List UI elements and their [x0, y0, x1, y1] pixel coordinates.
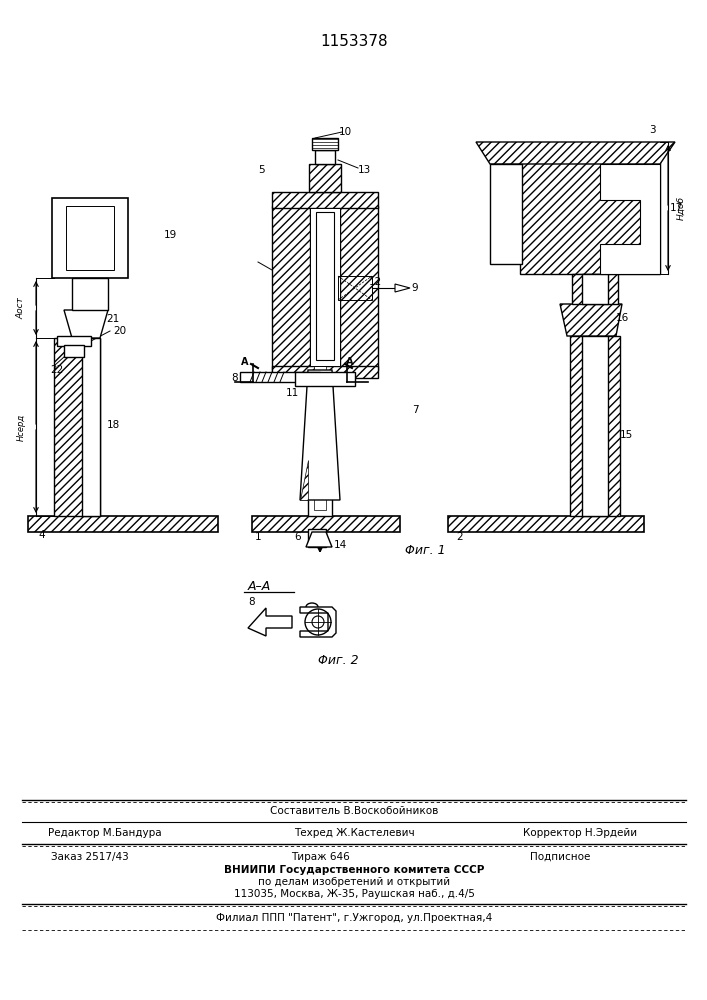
Text: 19: 19	[163, 230, 177, 240]
Text: Филиал ППП "Патент", г.Ужгород, ул.Проектная,4: Филиал ППП "Патент", г.Ужгород, ул.Проек…	[216, 913, 492, 923]
Polygon shape	[306, 532, 332, 547]
Polygon shape	[300, 460, 308, 500]
Text: Φиг. 1: Φиг. 1	[405, 544, 445, 556]
Text: 1: 1	[255, 532, 262, 542]
Bar	[312, 138, 338, 150]
Text: 13: 13	[357, 165, 370, 175]
Text: 16: 16	[615, 313, 629, 323]
Text: 15: 15	[619, 430, 633, 440]
Bar	[240, 372, 320, 382]
Text: ВНИИПИ Государственного комитета СССР: ВНИИПИ Государственного комитета СССР	[224, 865, 484, 875]
Bar	[295, 372, 355, 386]
Polygon shape	[248, 608, 292, 636]
Bar	[316, 212, 334, 360]
Text: 5: 5	[259, 165, 265, 175]
Text: Техред Ж.Кастелевич: Техред Ж.Кастелевич	[293, 828, 414, 838]
Bar	[252, 516, 400, 532]
Text: 8: 8	[249, 597, 255, 607]
Bar	[570, 336, 620, 516]
Bar	[520, 154, 660, 274]
Text: 14: 14	[334, 540, 346, 550]
Bar	[72, 278, 108, 310]
Text: 10: 10	[339, 127, 351, 137]
Text: 8: 8	[232, 373, 238, 383]
Text: Редактор М.Бандура: Редактор М.Бандура	[48, 828, 162, 838]
Text: 1153378: 1153378	[320, 34, 388, 49]
Text: 9: 9	[411, 283, 419, 293]
Bar	[582, 274, 608, 304]
Bar	[315, 150, 335, 164]
Bar	[448, 516, 644, 532]
Bar	[572, 274, 618, 304]
Text: 18: 18	[106, 420, 119, 430]
Bar	[272, 192, 378, 208]
Text: 20: 20	[113, 326, 127, 336]
Bar	[314, 322, 326, 510]
Bar	[338, 276, 372, 300]
Text: 12: 12	[368, 277, 382, 287]
Text: Аост: Аост	[16, 297, 25, 319]
Text: A–A: A–A	[248, 580, 271, 592]
Text: 17: 17	[670, 203, 683, 213]
Text: 21: 21	[106, 314, 119, 324]
Text: 2: 2	[457, 532, 463, 542]
Bar	[308, 316, 332, 516]
Polygon shape	[395, 284, 410, 292]
Text: Тираж 646: Тираж 646	[291, 852, 349, 862]
Bar	[310, 208, 340, 366]
Bar	[309, 164, 341, 192]
Bar	[64, 345, 84, 357]
Text: 6: 6	[295, 532, 301, 542]
Bar	[272, 206, 310, 370]
Polygon shape	[560, 304, 622, 336]
Bar	[66, 206, 114, 270]
Text: Заказ 2517/43: Заказ 2517/43	[51, 852, 129, 862]
Text: 3: 3	[649, 125, 655, 135]
Text: Нсерд: Нсерд	[16, 413, 25, 441]
Bar	[52, 198, 128, 278]
Text: Составитель В.Воскобойников: Составитель В.Воскобойников	[270, 806, 438, 816]
Text: A: A	[346, 357, 354, 367]
Bar	[272, 366, 378, 378]
Polygon shape	[300, 370, 340, 500]
Polygon shape	[64, 310, 108, 338]
Text: 7: 7	[411, 405, 419, 415]
Text: 113035, Москва, Ж-35, Раушская наб., д.4/5: 113035, Москва, Ж-35, Раушская наб., д.4…	[233, 889, 474, 899]
Bar	[340, 206, 378, 370]
Text: Подписное: Подписное	[530, 852, 590, 862]
Bar	[582, 336, 608, 516]
Text: 4: 4	[39, 530, 45, 540]
Bar	[28, 516, 218, 532]
Bar	[82, 338, 100, 516]
Polygon shape	[600, 164, 660, 274]
Bar	[308, 529, 326, 547]
Text: Корректор Н.Эрдейи: Корректор Н.Эрдейи	[523, 828, 637, 838]
Bar	[57, 336, 91, 346]
Polygon shape	[476, 142, 675, 164]
Text: Ндоб: Ндоб	[677, 196, 686, 220]
Text: A: A	[241, 357, 249, 367]
Text: 22: 22	[50, 365, 64, 375]
Text: по делам изобретений и открытий: по делам изобретений и открытий	[258, 877, 450, 887]
Bar	[490, 164, 522, 264]
Text: 11: 11	[286, 388, 298, 398]
Bar	[54, 338, 100, 516]
Polygon shape	[300, 607, 336, 637]
Text: Φиг. 2: Φиг. 2	[317, 654, 358, 666]
